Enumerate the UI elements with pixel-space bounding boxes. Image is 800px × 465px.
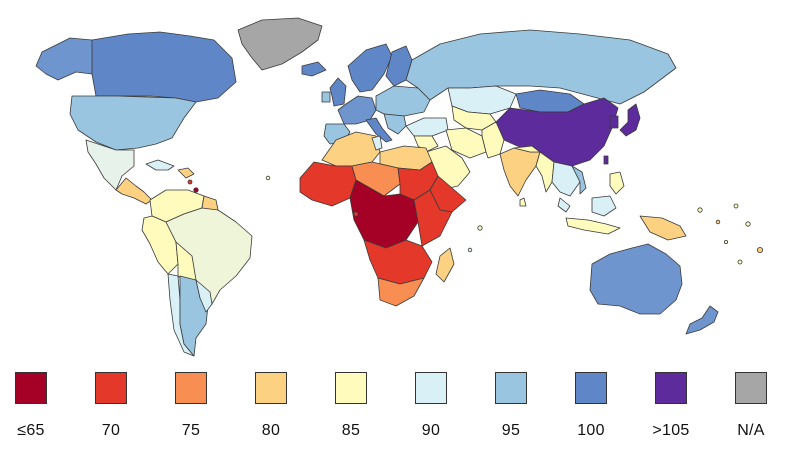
pacific-island — [757, 246, 764, 253]
region-mexico — [85, 139, 135, 191]
region-taiwan — [603, 155, 609, 165]
region-paraguay-uruguay — [195, 279, 213, 313]
region-balkans — [383, 113, 407, 135]
region-new-guinea — [639, 215, 687, 241]
legend-swatch — [655, 372, 687, 404]
legend-label: 85 — [341, 422, 361, 439]
pacific-island — [733, 203, 739, 209]
legend-swatch — [415, 372, 447, 404]
region-peru-ecuador — [141, 215, 179, 275]
legend-label: 90 — [421, 422, 441, 439]
region-usa — [69, 95, 197, 151]
legend-item: 90 — [391, 372, 471, 440]
region-vietnam — [571, 165, 587, 195]
regions-layer — [35, 17, 719, 357]
pacific-island — [697, 207, 703, 213]
legend-label: ≤65 — [17, 422, 45, 439]
atlantic-island — [353, 211, 359, 217]
region-south-africa — [377, 277, 425, 307]
region-central-america — [115, 177, 153, 205]
region-thailand-indochina — [551, 161, 581, 197]
legend-item: 95 — [471, 372, 551, 440]
indian-ocean-island — [477, 225, 483, 231]
legend-item: ≤65 — [0, 372, 71, 440]
region-japan — [619, 103, 641, 137]
region-madagascar — [435, 247, 455, 283]
region-eastern-europe — [375, 85, 431, 117]
region-korea — [609, 115, 619, 129]
pacific-island — [724, 239, 729, 244]
region-indonesia — [565, 217, 621, 235]
legend-swatch — [735, 372, 767, 404]
legend-swatch — [15, 372, 47, 404]
caribbean-island — [193, 187, 199, 193]
region-uk — [329, 77, 347, 107]
legend-label: 70 — [101, 422, 121, 439]
region-sri-lanka — [519, 197, 527, 207]
indian-ocean-island — [467, 247, 473, 253]
region-india — [499, 147, 541, 197]
region-east-africa — [413, 189, 453, 247]
legend-swatch — [575, 372, 607, 404]
region-malaysia — [557, 197, 571, 213]
region-russia — [405, 29, 677, 105]
legend-label: 100 — [577, 422, 605, 439]
region-greenland — [237, 17, 323, 71]
legend-item: 85 — [311, 372, 391, 440]
atlantic-island — [265, 175, 271, 181]
region-philippines — [609, 171, 625, 195]
region-borneo — [591, 195, 617, 217]
legend-item: 70 — [71, 372, 151, 440]
legend-label: 80 — [261, 422, 281, 439]
region-southern-africa — [363, 239, 433, 285]
region-new-zealand — [685, 305, 719, 335]
legend-swatch — [95, 372, 127, 404]
legend-label: N/A — [737, 422, 765, 439]
pacific-island — [737, 259, 743, 265]
region-ireland — [321, 91, 331, 103]
legend-swatch — [495, 372, 527, 404]
legend-item: 80 — [231, 372, 311, 440]
region-scandinavia — [347, 43, 393, 93]
pacific-island — [715, 219, 721, 225]
region-afghanistan-pakistan — [481, 121, 505, 159]
legend-item: N/A — [711, 372, 791, 440]
islands-layer — [187, 175, 764, 265]
region-caribbean — [177, 167, 195, 179]
region-australia — [589, 243, 683, 315]
region-alaska — [35, 37, 97, 81]
legend-item: 100 — [551, 372, 631, 440]
legend-swatch — [175, 372, 207, 404]
caribbean-island — [187, 179, 193, 185]
region-cuba — [145, 159, 175, 171]
legend-label: >105 — [652, 422, 690, 439]
region-west-africa — [299, 161, 357, 207]
legend-item: >105 — [631, 372, 711, 440]
region-italy — [365, 117, 393, 143]
legend-swatch — [335, 372, 367, 404]
legend: ≤65 70 75 80 85 90 95 100 >105 N/A — [0, 372, 800, 462]
pacific-island — [745, 221, 751, 227]
region-canada — [91, 31, 237, 103]
world-map — [35, 17, 764, 357]
legend-label: 95 — [501, 422, 521, 439]
region-caucasus-turkey — [405, 117, 449, 137]
region-tunisia — [371, 135, 383, 151]
region-middle-east — [413, 135, 439, 153]
legend-item: 75 — [151, 372, 231, 440]
legend-swatch — [255, 372, 287, 404]
legend-label: 75 — [181, 422, 201, 439]
region-iceland — [301, 61, 327, 77]
